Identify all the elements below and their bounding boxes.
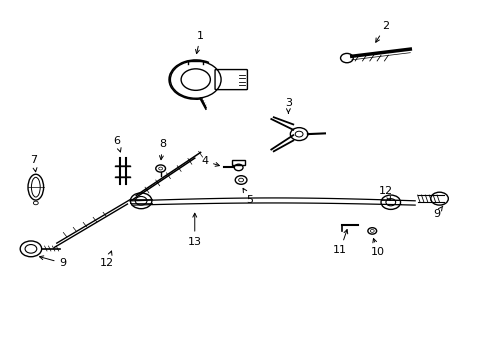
Text: 3: 3 [285, 98, 291, 113]
Text: 9: 9 [433, 206, 442, 219]
Text: 10: 10 [370, 239, 385, 257]
Text: 13: 13 [187, 213, 202, 247]
Text: 12: 12 [378, 186, 392, 201]
Text: 11: 11 [332, 230, 347, 255]
Text: 9: 9 [40, 256, 66, 268]
Text: 1: 1 [195, 31, 203, 54]
Text: 6: 6 [113, 136, 121, 152]
Text: 7: 7 [30, 155, 38, 172]
Text: 2: 2 [375, 21, 388, 42]
Text: 12: 12 [100, 251, 114, 268]
Bar [232, 159, 244, 165]
Text: 4: 4 [201, 156, 219, 166]
Text: 5: 5 [243, 188, 253, 205]
Text: 8: 8 [159, 139, 166, 160]
